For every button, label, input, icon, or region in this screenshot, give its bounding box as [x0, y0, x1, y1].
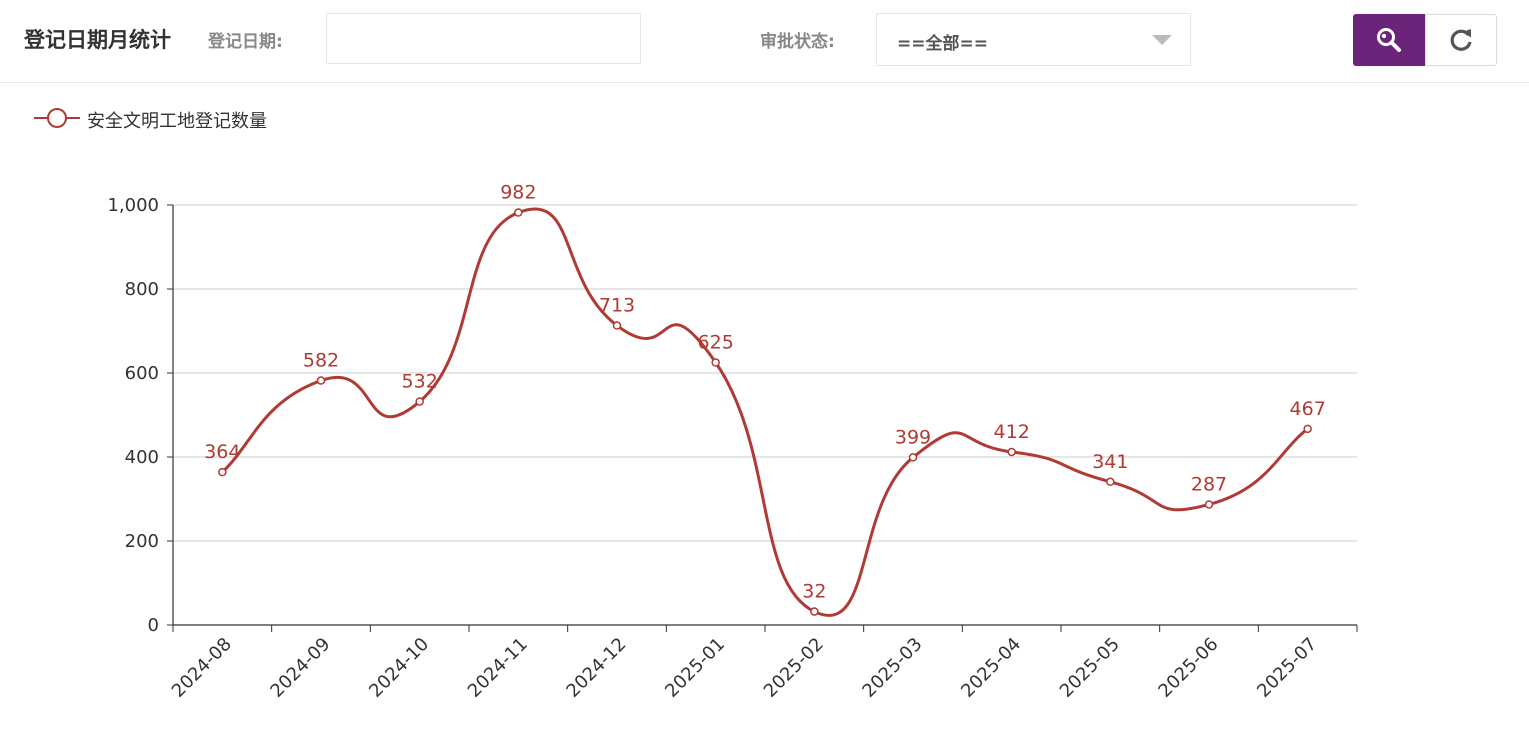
data-point	[316, 376, 326, 385]
data-label: 713	[599, 295, 635, 317]
x-tick-label: 2025-03	[858, 634, 926, 702]
status-label: 审批状态:	[760, 32, 835, 52]
data-point	[218, 467, 227, 477]
x-tick-label: 2024-10	[365, 634, 433, 702]
legend-marker-icon	[34, 108, 80, 128]
date-label: 登记日期:	[208, 32, 283, 52]
y-tick-label: 200	[125, 531, 159, 552]
y-tick-label: 600	[125, 363, 159, 384]
legend-label: 安全文明工地登记数量	[87, 111, 267, 132]
y-tick-label: 0	[148, 615, 159, 636]
chevron-down-icon	[1152, 35, 1172, 45]
x-tick-label: 2024-11	[464, 634, 532, 702]
date-input[interactable]	[326, 13, 641, 64]
data-point	[810, 607, 819, 616]
data-point	[514, 208, 523, 217]
search-button[interactable]	[1353, 14, 1425, 66]
x-tick-label: 2024-12	[562, 634, 630, 702]
data-label: 341	[1092, 451, 1128, 473]
data-point	[1106, 477, 1115, 487]
refresh-button[interactable]	[1425, 14, 1497, 66]
status-select-value: ==全部==	[897, 34, 988, 54]
x-tick-label: 2025-04	[957, 634, 1025, 702]
x-tick-label: 2025-02	[760, 634, 828, 702]
x-tick-label: 2025-06	[1154, 634, 1222, 702]
data-point	[612, 321, 622, 330]
data-label: 467	[1290, 398, 1326, 420]
series-line	[221, 207, 1309, 617]
x-tick-label: 2025-07	[1253, 634, 1321, 702]
x-tick-label: 2024-09	[266, 634, 334, 702]
x-tick-label: 2024-08	[168, 634, 236, 702]
toolbar: 登记日期月统计 登记日期: 审批状态: ==全部==	[0, 0, 1529, 83]
x-tick-label: 2025-01	[661, 634, 729, 702]
data-label: 625	[698, 332, 734, 354]
data-label: 412	[994, 421, 1030, 443]
y-tick-label: 800	[125, 279, 159, 300]
y-tick-label: 400	[125, 447, 159, 468]
data-label: 532	[402, 371, 438, 393]
x-tick-label: 2025-05	[1056, 634, 1124, 702]
data-label: 364	[204, 441, 240, 463]
data-point	[415, 397, 424, 406]
data-point	[711, 358, 720, 367]
data-point	[1007, 447, 1016, 457]
status-select[interactable]: ==全部==	[876, 13, 1191, 66]
data-label: 399	[895, 426, 931, 448]
y-tick-label: 1,000	[107, 195, 159, 216]
data-label: 582	[303, 350, 339, 372]
data-label: 287	[1191, 473, 1227, 495]
data-label: 982	[500, 182, 536, 204]
data-point	[1303, 424, 1312, 434]
data-point	[908, 453, 918, 462]
page-title: 登记日期月统计	[24, 28, 171, 52]
data-label: 32	[802, 581, 826, 603]
data-point	[1204, 500, 1214, 509]
